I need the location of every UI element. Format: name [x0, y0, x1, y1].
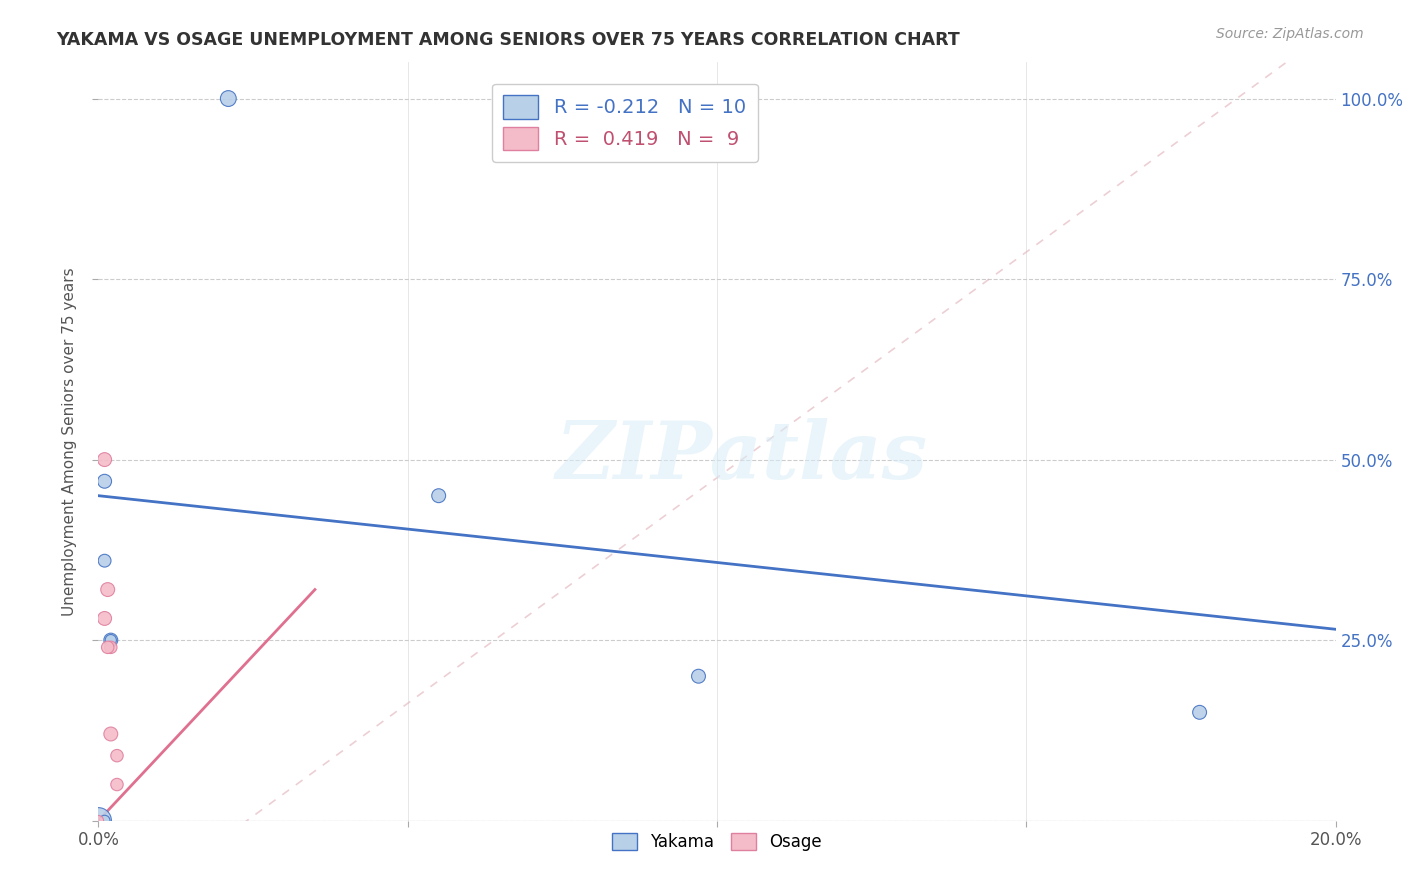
- Point: [93, 611, 115, 625]
- Point: [100, 727, 122, 741]
- Point: [87, 814, 110, 828]
- Point: [105, 748, 128, 763]
- Text: Source: ZipAtlas.com: Source: ZipAtlas.com: [1216, 27, 1364, 41]
- Point: [100, 640, 122, 655]
- Point: [100, 633, 122, 648]
- Text: ZIPatlas: ZIPatlas: [555, 418, 928, 495]
- Legend: Yakama, Osage: Yakama, Osage: [606, 826, 828, 858]
- Y-axis label: Unemployment Among Seniors over 75 years: Unemployment Among Seniors over 75 years: [62, 268, 77, 615]
- Point: [87, 814, 110, 828]
- Point: [93, 452, 115, 467]
- Point: [100, 633, 122, 648]
- Point: [217, 91, 239, 105]
- Point: [93, 554, 115, 568]
- Point: [97, 640, 120, 655]
- Point: [93, 814, 115, 828]
- Text: YAKAMA VS OSAGE UNEMPLOYMENT AMONG SENIORS OVER 75 YEARS CORRELATION CHART: YAKAMA VS OSAGE UNEMPLOYMENT AMONG SENIO…: [56, 31, 960, 49]
- Point: [427, 489, 450, 503]
- Point: [93, 475, 115, 489]
- Point: [97, 582, 120, 597]
- Point: [1188, 706, 1211, 720]
- Point: [688, 669, 710, 683]
- Point: [105, 778, 128, 792]
